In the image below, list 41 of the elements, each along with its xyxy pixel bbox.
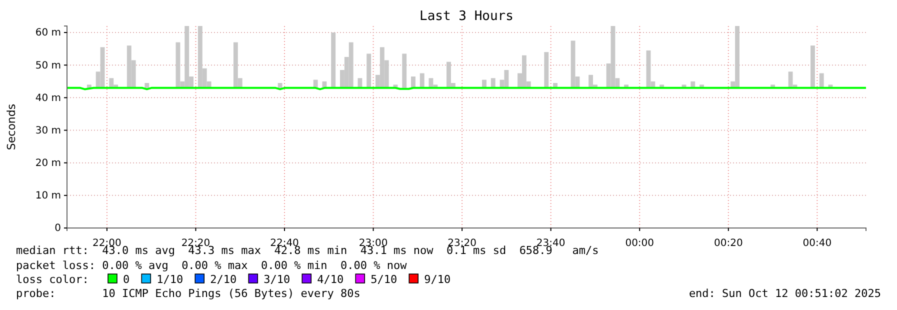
x-tick-label: 00:00 bbox=[625, 238, 654, 249]
bar bbox=[788, 72, 793, 88]
legend-label: 5/10 bbox=[370, 273, 398, 286]
legend-label: 9/10 bbox=[424, 273, 451, 286]
bar bbox=[420, 73, 424, 88]
bar bbox=[819, 73, 824, 88]
y-tick-label: 30 m bbox=[35, 125, 61, 136]
bar bbox=[358, 78, 362, 88]
bar bbox=[810, 46, 815, 88]
bar bbox=[109, 78, 114, 88]
y-tick-label: 20 m bbox=[35, 158, 61, 170]
bar bbox=[588, 74, 594, 88]
bar bbox=[366, 54, 372, 88]
bar bbox=[544, 52, 549, 88]
y-tick-label: 40 m bbox=[35, 92, 61, 104]
legend-label: 0 bbox=[123, 273, 130, 286]
bar bbox=[504, 70, 509, 88]
chart-title: Last 3 Hours bbox=[420, 9, 514, 24]
legend-title: loss color: bbox=[16, 273, 89, 286]
x-tick-label: 00:20 bbox=[714, 238, 743, 249]
bar bbox=[570, 40, 576, 88]
y-tick-label: 60 m bbox=[35, 28, 61, 39]
legend-label: 4/10 bbox=[317, 273, 344, 286]
x-tick-label: 00:40 bbox=[802, 238, 832, 249]
bar bbox=[490, 78, 496, 88]
text: packet loss: 0.00 % avg 0.00 % max 0.00 % min 0.00 % now bbox=[16, 259, 408, 272]
bar bbox=[402, 54, 407, 88]
bar bbox=[144, 83, 150, 88]
bar bbox=[278, 83, 282, 88]
legend-label: 1/10 bbox=[156, 273, 184, 286]
bar bbox=[411, 76, 416, 88]
y-tick-label: 50 m bbox=[35, 60, 61, 72]
y-tick-label: 0 bbox=[54, 223, 61, 234]
bar bbox=[348, 42, 354, 88]
legend-label: 2/10 bbox=[210, 273, 237, 286]
text: probe: 10 ICMP Echo Pings (56 Bytes) every 80s bbox=[16, 287, 360, 300]
bar bbox=[331, 32, 336, 88]
legend-label: 3/10 bbox=[264, 273, 290, 286]
y-tick-label: 10 m bbox=[35, 190, 61, 202]
y-axis-title: Seconds bbox=[5, 104, 18, 150]
text: end: Sun Oct 12 00:51:02 2025 bbox=[688, 287, 881, 300]
